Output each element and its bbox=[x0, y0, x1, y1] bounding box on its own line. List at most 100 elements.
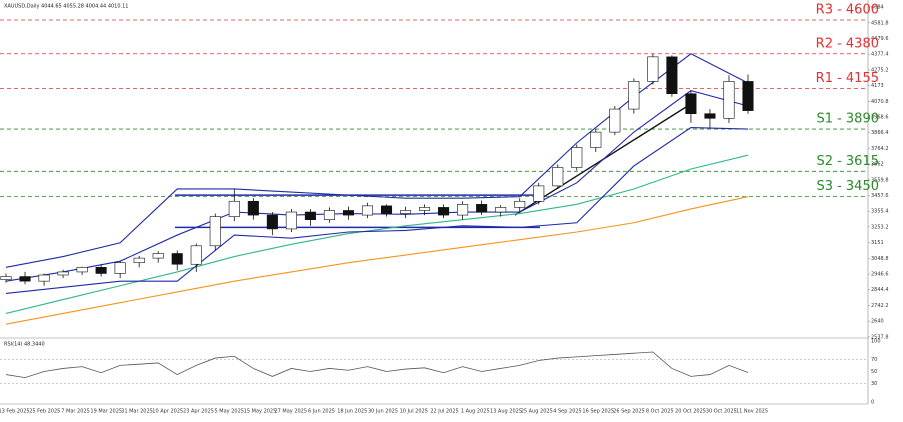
candle-body bbox=[514, 200, 526, 208]
candle-body bbox=[266, 214, 278, 230]
x-tick-label: 27 May 2025 bbox=[274, 409, 307, 415]
x-tick-label: 25 Aug 2025 bbox=[521, 409, 553, 415]
y-tick-label: 0 bbox=[871, 400, 874, 406]
candle-body bbox=[628, 81, 640, 110]
chart-title: XAUUSD,Daily 4044.65 4055.28 4004.44 401… bbox=[4, 4, 129, 10]
candle-body bbox=[57, 271, 69, 276]
level-label: S1 - 3890 bbox=[816, 112, 879, 127]
indicator-line bbox=[5, 53, 749, 268]
y-tick-label: 2742.2 bbox=[871, 303, 889, 309]
candle-body bbox=[0, 276, 12, 280]
indicator-line bbox=[5, 154, 749, 314]
candle-body bbox=[400, 210, 412, 214]
indicator-line bbox=[5, 126, 749, 294]
candle-body bbox=[476, 204, 488, 213]
x-tick-label: 11 Nov 2025 bbox=[736, 409, 768, 415]
level-label: R1 - 4155 bbox=[816, 71, 879, 86]
y-tick-label: 70 bbox=[871, 357, 877, 363]
x-tick-label: 6 Jun 2025 bbox=[308, 409, 335, 415]
x-tick-label: 25 Feb 2025 bbox=[29, 409, 60, 415]
candle-body bbox=[571, 147, 583, 168]
y-tick-label: 4581.8 bbox=[871, 20, 889, 26]
candle-body bbox=[76, 267, 88, 273]
x-tick-label: 18 Jun 2025 bbox=[337, 409, 367, 415]
x-tick-label: 16 Sep 2025 bbox=[582, 409, 614, 415]
y-tick-label: 50 bbox=[871, 369, 877, 375]
x-tick-label: 13 Aug 2025 bbox=[490, 409, 522, 415]
candle-body bbox=[380, 205, 393, 214]
level-label: R3 - 4600 bbox=[816, 2, 879, 17]
y-tick-label: 3764.2 bbox=[871, 146, 889, 152]
candle-body bbox=[457, 204, 469, 216]
y-tick-label: 3048.8 bbox=[871, 256, 889, 262]
level-label: S3 - 3450 bbox=[816, 179, 879, 194]
candle-body bbox=[19, 276, 31, 282]
candle-body bbox=[114, 262, 126, 274]
candle-body bbox=[228, 200, 240, 217]
y-tick-label: 3457.6 bbox=[871, 193, 889, 199]
x-tick-label: 4 Sep 2025 bbox=[553, 409, 582, 415]
candle-body bbox=[666, 56, 678, 95]
y-tick-label: 4479.6 bbox=[871, 36, 889, 42]
candle-body bbox=[171, 253, 183, 265]
y-tick-label: 3866.4 bbox=[871, 130, 889, 136]
y-tick-label: 3559.8 bbox=[871, 177, 889, 183]
candle-body bbox=[95, 267, 107, 274]
candle-body bbox=[647, 56, 659, 82]
indicator-line bbox=[5, 196, 749, 325]
y-tick-label: 3662 bbox=[871, 162, 884, 168]
y-tick-label: 3151 bbox=[871, 240, 884, 246]
candle-body bbox=[247, 200, 259, 216]
candle-body bbox=[609, 108, 621, 133]
candle-body bbox=[285, 211, 297, 230]
y-tick-label: 2537.8 bbox=[871, 334, 889, 340]
x-tick-label: 26 Sep 2025 bbox=[613, 409, 645, 415]
x-tick-label: 30 Jun 2025 bbox=[368, 409, 398, 415]
level-label: S2 - 3615 bbox=[816, 154, 879, 169]
x-tick-label: 23 Apr 2025 bbox=[183, 409, 214, 415]
candle-body bbox=[590, 131, 602, 148]
x-tick-label: 19 Mar 2025 bbox=[90, 409, 122, 415]
x-tick-label: 22 Jul 2025 bbox=[430, 409, 458, 415]
candle-body bbox=[438, 207, 450, 216]
y-tick-label: 3968.6 bbox=[871, 114, 889, 120]
candle-body bbox=[704, 113, 716, 119]
y-tick-label: 3253.2 bbox=[871, 224, 889, 230]
x-tick-label: 15 May 2025 bbox=[244, 409, 277, 415]
y-tick-label: 4275.2 bbox=[871, 67, 889, 73]
candle-body bbox=[342, 210, 354, 216]
candle-body bbox=[209, 216, 221, 247]
x-tick-label: 8 Oct 2025 bbox=[646, 409, 674, 415]
candle-body bbox=[304, 211, 316, 221]
y-tick-label: 3355.4 bbox=[871, 209, 889, 215]
candle-body bbox=[361, 205, 374, 216]
y-tick-label: 4173 bbox=[871, 83, 884, 89]
y-tick-label: 30 bbox=[871, 381, 877, 387]
candle-body bbox=[533, 185, 545, 202]
x-tick-label: 31 Mar 2025 bbox=[121, 409, 153, 415]
x-tick-label: 1 Aug 2025 bbox=[461, 409, 490, 415]
y-tick-label: 4070.8 bbox=[871, 99, 889, 105]
x-tick-label: 5 May 2025 bbox=[215, 409, 244, 415]
x-tick-label: 10 Jul 2025 bbox=[400, 409, 428, 415]
rsi-title: RSI(14) 48.3440 bbox=[4, 342, 45, 348]
candle-body bbox=[133, 257, 145, 264]
y-tick-label: 2844.4 bbox=[871, 287, 889, 293]
candle-body bbox=[38, 274, 50, 282]
candle-body bbox=[742, 81, 754, 111]
y-tick-label: 2640 bbox=[871, 319, 884, 325]
x-tick-label: 13 Feb 2025 bbox=[0, 409, 30, 415]
x-tick-label: 30 Oct 2025 bbox=[706, 409, 737, 415]
x-tick-label: 20 Oct 2025 bbox=[675, 409, 706, 415]
level-label: R2 - 4380 bbox=[816, 36, 879, 51]
candle-body bbox=[685, 93, 697, 114]
candle-body bbox=[723, 81, 735, 119]
y-tick-label: 2946.6 bbox=[871, 271, 889, 277]
y-tick-label: 4684 bbox=[871, 5, 884, 11]
candle-body bbox=[552, 167, 564, 187]
y-tick-label: 100 bbox=[871, 339, 881, 345]
x-tick-label: 10 Apr 2025 bbox=[152, 409, 183, 415]
indicator-line bbox=[5, 90, 749, 282]
